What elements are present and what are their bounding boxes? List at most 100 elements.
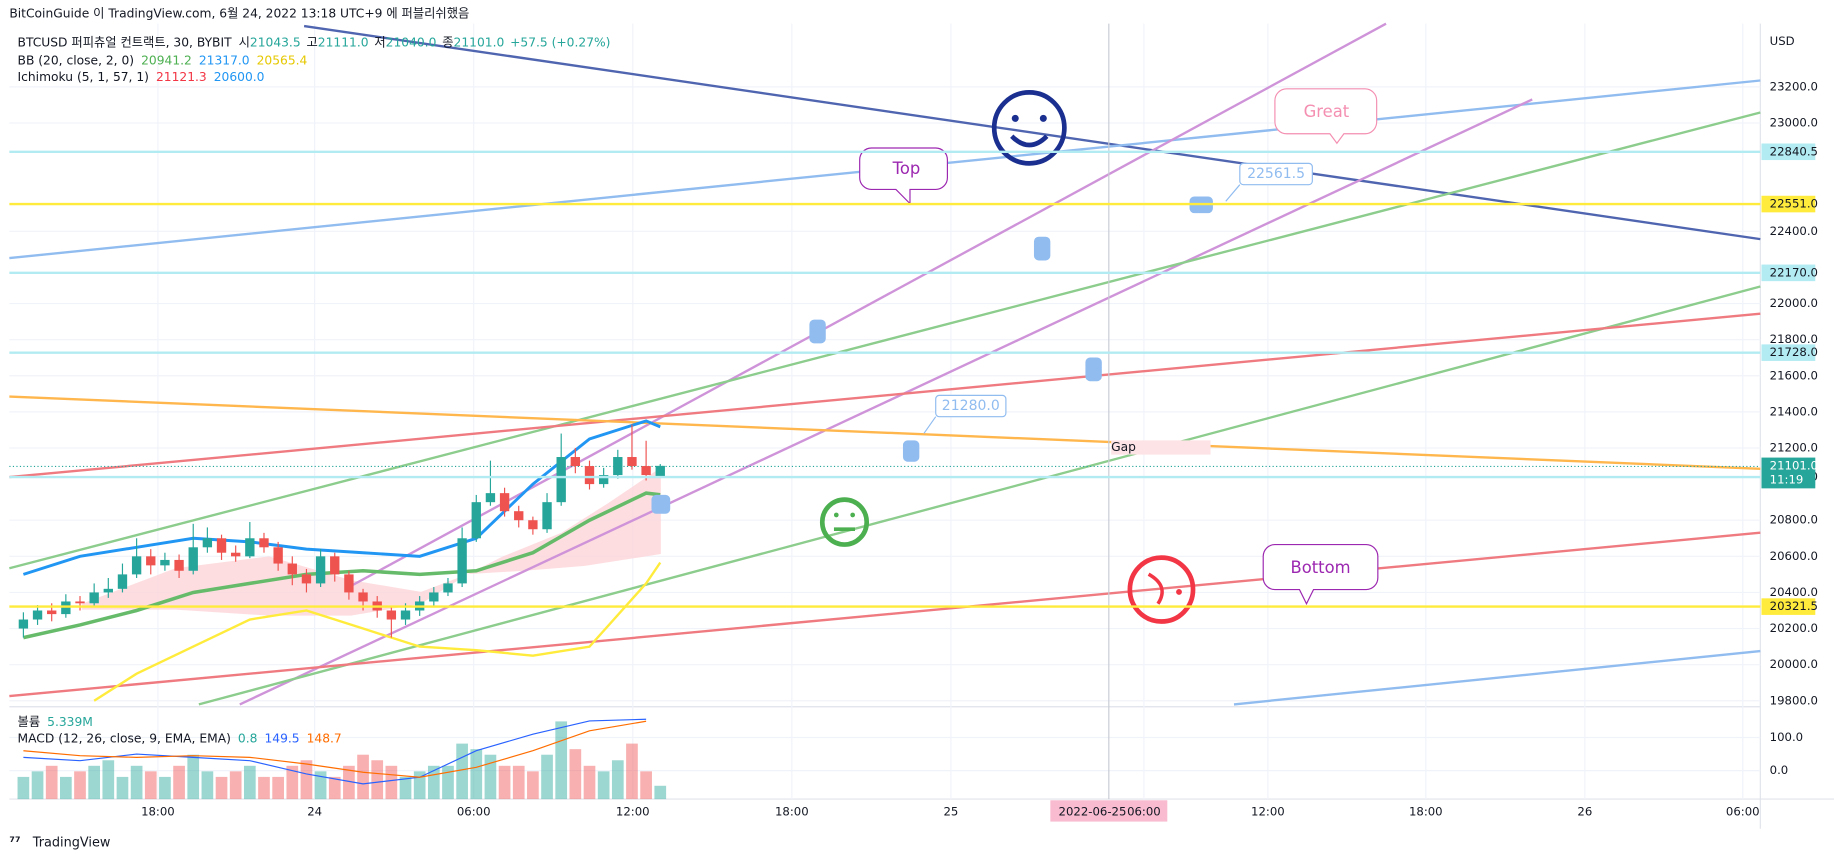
volume-bar [555, 721, 568, 800]
y-tick-label: 19800.0 [1770, 693, 1818, 707]
price-note-text: 21280.0 [942, 398, 1000, 414]
volume-bar [427, 765, 440, 800]
candle-body [160, 559, 170, 566]
price-note [935, 394, 1007, 418]
candle-body [32, 610, 43, 620]
y-tick-label: 0.0 [1770, 763, 1789, 777]
candle-body [202, 538, 213, 548]
candle-body [344, 574, 354, 593]
y-tick-label: 23000.0 [1770, 115, 1818, 129]
volume-bar [456, 743, 468, 800]
candle-body [146, 556, 156, 566]
y-tick-label: 21800.0 [1770, 332, 1818, 346]
volume-bar [413, 771, 426, 800]
candle-body [613, 457, 623, 476]
candle-body [330, 556, 340, 575]
x-tick-label: 06:00 [1726, 805, 1760, 819]
macd-signal: 148.7 [307, 731, 342, 745]
volume-bar [215, 776, 228, 800]
gap-label: Gap [1111, 440, 1136, 454]
candle-body [627, 457, 637, 467]
candle-body [556, 457, 566, 503]
h-label: 고 [306, 35, 317, 49]
last-price-box [1761, 457, 1816, 489]
y-tick-label: 22400.0 [1770, 224, 1818, 238]
h: 21111.0 [318, 35, 369, 49]
hand-icon [651, 494, 671, 514]
price-note [1239, 162, 1313, 186]
price-label: 22551.0 [1770, 197, 1818, 211]
hand-icon [1085, 357, 1102, 382]
macd-signal [23, 720, 647, 778]
volume-bar [173, 765, 185, 800]
y-tick-label: 21200.0 [1770, 440, 1818, 454]
trend-line [9, 312, 1761, 479]
volume-bar [371, 760, 384, 800]
volume-bar [626, 743, 638, 800]
volume-bar [399, 776, 412, 800]
price-label-box [1761, 264, 1816, 282]
countdown: 11:19 [1770, 473, 1804, 487]
price-note-text: 22561.5 [1247, 166, 1305, 182]
cursor-time-hour: 06:00 [1127, 805, 1161, 819]
volume-bar [527, 771, 539, 800]
volume-bar [144, 771, 157, 800]
plot [17, 419, 667, 800]
legend-row: 볼륨 5.339M [18, 715, 93, 729]
cursor-time-box [1050, 800, 1168, 822]
ich-b: 20600.0 [214, 69, 265, 83]
volume-bar [201, 771, 214, 800]
candle-body [528, 520, 538, 530]
volume-bar [300, 760, 313, 800]
gap-box [1111, 440, 1211, 455]
volume-bar [102, 760, 115, 800]
volume: 볼륨 [18, 715, 41, 729]
price-label: 22170.0 [1770, 265, 1818, 279]
c-label: 종 [442, 35, 453, 49]
price-label: 22840.5 [1770, 144, 1818, 158]
price-label: 20321.5 [1770, 599, 1818, 613]
volume-bar [654, 785, 667, 800]
candle-body [485, 493, 496, 503]
x-tick-label: 18:00 [1409, 805, 1443, 819]
mouth [1147, 572, 1164, 605]
volume-bar [45, 765, 58, 800]
volume-bar [243, 765, 256, 800]
y-tick-label: 100.0 [1770, 730, 1803, 744]
o-label: 시 [239, 35, 250, 49]
y-tick-label: 20400.0 [1770, 585, 1818, 599]
macd-line: 149.5 [264, 731, 299, 745]
volume-bar [130, 765, 143, 800]
volume-bar [442, 765, 454, 800]
volume-bar [328, 776, 341, 800]
candle-body [188, 547, 198, 571]
l: 21040.0 [386, 35, 437, 49]
eye [1011, 114, 1019, 122]
volume-bar [314, 771, 327, 800]
volume-bar [470, 749, 483, 800]
eye [1039, 114, 1047, 122]
y-tick-label: 20000.0 [1770, 657, 1818, 671]
candle-body [400, 610, 411, 620]
candle-body [386, 610, 397, 620]
l-label: 저 [374, 35, 385, 49]
y-tick-label: 23200.0 [1770, 79, 1818, 93]
volume-bar [116, 776, 129, 800]
candle-body [542, 502, 552, 530]
bb-upper: 21317.0 [199, 53, 250, 67]
ichimoku: Ichimoku (5, 1, 57, 1) [18, 69, 149, 83]
macd: MACD (12, 26, close, 9, EMA, EMA) [18, 731, 231, 745]
callout-bottom [1262, 543, 1379, 606]
logo: ⁷⁷ [9, 835, 20, 850]
trend-line [1233, 649, 1761, 706]
y-tick-label: 21600.0 [1770, 368, 1818, 382]
ich-a: 21121.3 [156, 69, 207, 83]
c: 21101.0 [454, 35, 505, 49]
y-tick-label: 21400.0 [1770, 404, 1818, 418]
x-tick-label: 18:00 [775, 805, 809, 819]
callout-great [1274, 88, 1378, 145]
callout-text: Great [1304, 102, 1350, 121]
callout-text: Bottom [1290, 558, 1350, 577]
candle-body [287, 563, 297, 575]
